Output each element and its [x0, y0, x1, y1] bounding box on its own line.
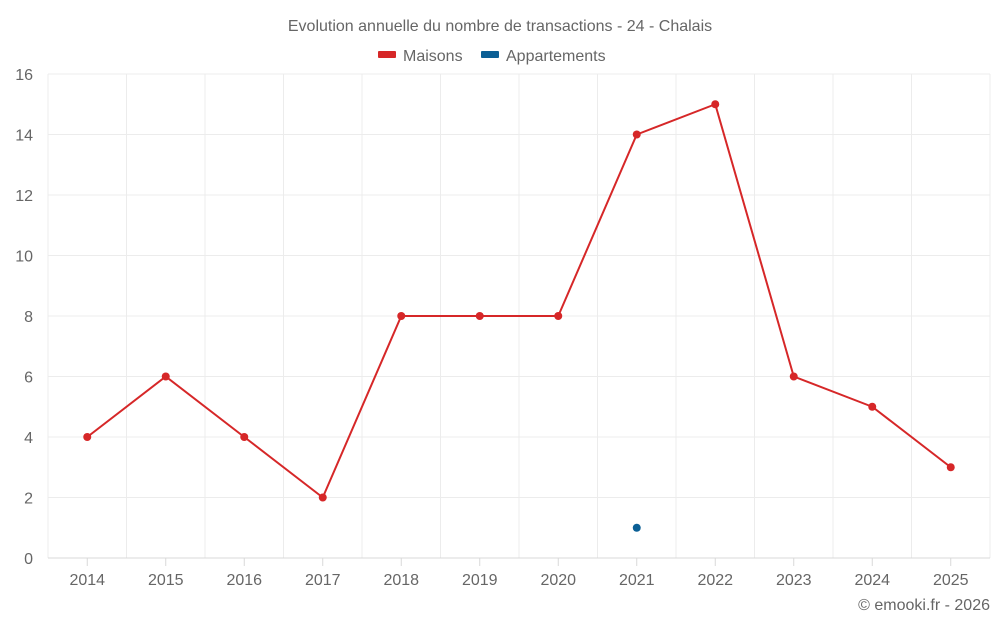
- series-line-maisons: [86, 103, 952, 499]
- x-tick-label: 2019: [462, 572, 498, 589]
- x-tick-label: 2022: [697, 572, 733, 589]
- legend-label-appartements[interactable]: Appartements: [506, 48, 606, 65]
- y-tick-label: 10: [15, 249, 33, 266]
- data-point-maisons: [161, 372, 170, 381]
- chart-series: [83, 100, 955, 532]
- data-point-maisons: [868, 402, 877, 411]
- y-tick-label: 4: [24, 430, 33, 447]
- y-tick-label: 2: [24, 491, 33, 508]
- data-point-maisons: [318, 493, 327, 502]
- chart-axes: 0 2 4 6 8 10 12 14 16 2014 2015 2016 2017 2018 2019 202…: [15, 67, 990, 589]
- data-point-maisons: [397, 312, 406, 320]
- x-tick-label: 2025: [933, 572, 969, 589]
- data-point-maisons: [946, 463, 955, 472]
- x-tick-label: 2017: [305, 572, 341, 589]
- data-point-appartements: [632, 523, 641, 532]
- data-point-maisons: [475, 312, 484, 320]
- legend-swatch-maisons: [378, 51, 396, 58]
- data-point-maisons: [711, 100, 720, 109]
- x-tick-label: 2014: [69, 572, 105, 589]
- data-point-maisons: [554, 312, 563, 320]
- x-tick-label: 2021: [619, 572, 655, 589]
- data-point-maisons: [83, 433, 92, 441]
- credit-text: © emooki.fr - 2026: [858, 597, 990, 614]
- chart-title: Evolution annuelle du nombre de transact…: [288, 18, 712, 35]
- legend-label-maisons[interactable]: Maisons: [403, 48, 463, 65]
- x-tick-label: 2024: [854, 572, 890, 589]
- y-tick-label: 8: [24, 309, 33, 326]
- y-tick-label: 6: [24, 370, 33, 387]
- y-tick-label: 0: [24, 551, 33, 568]
- y-tick-label: 12: [15, 188, 33, 205]
- data-point-maisons: [240, 433, 249, 441]
- y-tick-label: 16: [15, 67, 33, 84]
- chart-legend: Maisons Appartements: [378, 48, 606, 65]
- x-tick-label: 2023: [776, 572, 812, 589]
- data-point-maisons: [632, 130, 641, 139]
- legend-swatch-appartements: [481, 51, 499, 58]
- x-tick-label: 2018: [383, 572, 419, 589]
- x-tick-label: 2016: [226, 572, 262, 589]
- data-point-maisons: [789, 372, 798, 381]
- x-tick-label: 2020: [540, 572, 576, 589]
- x-tick-label: 2015: [148, 572, 184, 589]
- y-tick-label: 14: [15, 128, 33, 145]
